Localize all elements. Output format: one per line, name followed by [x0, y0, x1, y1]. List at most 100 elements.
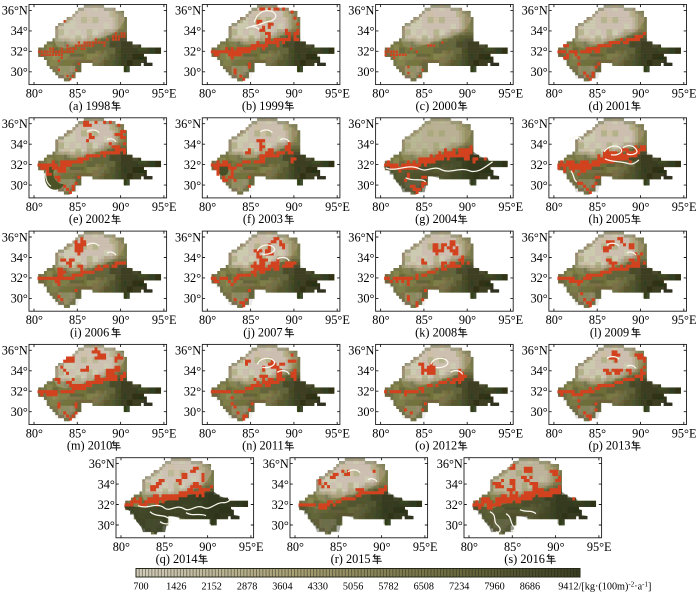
svg-text:(e) 2002: (e) 2002	[69, 212, 110, 226]
svg-text:80°: 80°	[26, 313, 43, 327]
svg-text:36°N: 36°N	[522, 230, 548, 244]
svg-text:30°: 30°	[184, 178, 201, 192]
svg-text:95°E: 95°E	[325, 427, 350, 441]
svg-text:80°: 80°	[199, 87, 216, 101]
svg-text:32°: 32°	[357, 45, 374, 59]
svg-text:32°: 32°	[11, 271, 28, 285]
svg-text:34°: 34°	[272, 477, 289, 491]
svg-text:32°: 32°	[357, 158, 374, 172]
svg-text:90°: 90°	[547, 540, 564, 554]
svg-text:30°: 30°	[11, 178, 28, 192]
svg-text:30°: 30°	[357, 292, 374, 306]
svg-text:32°: 32°	[184, 271, 201, 285]
svg-text:36°N: 36°N	[348, 117, 374, 131]
svg-text:32°: 32°	[530, 385, 547, 399]
svg-text:36°N: 36°N	[175, 117, 201, 131]
svg-text:95°E: 95°E	[325, 313, 350, 327]
svg-text:30°: 30°	[184, 292, 201, 306]
svg-text:90°: 90°	[632, 87, 649, 101]
svg-text:4330: 4330	[308, 582, 328, 593]
svg-text:36°N: 36°N	[175, 4, 201, 18]
svg-text:(q) 2014: (q) 2014	[156, 552, 198, 566]
svg-text:(a) 1998: (a) 1998	[69, 99, 110, 113]
svg-text:34°: 34°	[184, 138, 201, 152]
svg-text:34°: 34°	[184, 364, 201, 378]
svg-text:95°E: 95°E	[672, 200, 697, 214]
svg-text:85°: 85°	[69, 87, 86, 101]
svg-text:6508: 6508	[414, 582, 434, 593]
svg-text:34°: 34°	[357, 24, 374, 38]
svg-text:7234: 7234	[449, 582, 469, 593]
svg-text:36°N: 36°N	[175, 230, 201, 244]
svg-text:95°E: 95°E	[239, 540, 264, 554]
svg-text:(p) 2013: (p) 2013	[588, 439, 630, 453]
svg-text:34°: 34°	[357, 138, 374, 152]
svg-text:95°E: 95°E	[413, 540, 438, 554]
svg-text:(i) 2006: (i) 2006	[70, 325, 109, 339]
svg-text:(l) 2009: (l) 2009	[590, 325, 629, 339]
svg-text:32°: 32°	[530, 158, 547, 172]
svg-text:36°N: 36°N	[522, 117, 548, 131]
svg-text:30°: 30°	[98, 518, 115, 532]
svg-text:7960: 7960	[484, 582, 504, 593]
svg-text:95°E: 95°E	[152, 427, 177, 441]
svg-text:90°: 90°	[112, 200, 129, 214]
svg-text:30°: 30°	[11, 65, 28, 79]
svg-text:32°: 32°	[530, 45, 547, 59]
svg-text:(d) 2001: (d) 2001	[588, 99, 630, 113]
svg-text:80°: 80°	[372, 427, 389, 441]
svg-text:85°: 85°	[416, 313, 433, 327]
svg-text:(j) 2007: (j) 2007	[243, 325, 282, 339]
svg-text:85°: 85°	[504, 540, 521, 554]
svg-text:95°E: 95°E	[152, 313, 177, 327]
svg-text:(s) 2016: (s) 2016	[504, 552, 545, 566]
svg-text:90°: 90°	[373, 540, 390, 554]
svg-text:85°: 85°	[242, 87, 259, 101]
svg-text:90°: 90°	[459, 87, 476, 101]
svg-text:36°N: 36°N	[522, 4, 548, 18]
svg-text:36°N: 36°N	[522, 344, 548, 358]
svg-text:3604: 3604	[272, 582, 292, 593]
svg-text:95°E: 95°E	[587, 540, 612, 554]
svg-text:80°: 80°	[372, 313, 389, 327]
svg-text:34°: 34°	[530, 24, 547, 38]
svg-text:30°: 30°	[446, 518, 463, 532]
svg-text:80°: 80°	[287, 540, 304, 554]
svg-text:80°: 80°	[199, 313, 216, 327]
svg-text:(c) 2000: (c) 2000	[416, 99, 457, 113]
svg-text:36°N: 36°N	[348, 4, 374, 18]
svg-text:90°: 90°	[459, 313, 476, 327]
svg-text:9412/[kg·(100m)-2·a-1]: 9412/[kg·(100m)-2·a-1]	[558, 581, 651, 593]
svg-text:95°E: 95°E	[672, 427, 697, 441]
svg-text:(o) 2012: (o) 2012	[415, 439, 457, 453]
svg-text:90°: 90°	[286, 200, 303, 214]
svg-text:80°: 80°	[372, 200, 389, 214]
svg-text:80°: 80°	[546, 313, 563, 327]
svg-text:90°: 90°	[632, 427, 649, 441]
svg-text:95°E: 95°E	[672, 313, 697, 327]
svg-text:2152: 2152	[202, 582, 222, 593]
svg-text:90°: 90°	[459, 427, 476, 441]
svg-text:(f) 2003: (f) 2003	[243, 212, 283, 226]
svg-text:90°: 90°	[632, 313, 649, 327]
svg-text:85°: 85°	[69, 200, 86, 214]
svg-text:85°: 85°	[242, 200, 259, 214]
svg-text:95°E: 95°E	[498, 87, 523, 101]
svg-text:85°: 85°	[416, 87, 433, 101]
svg-text:8686: 8686	[520, 582, 540, 593]
svg-text:30°: 30°	[530, 292, 547, 306]
svg-text:95°E: 95°E	[498, 427, 523, 441]
svg-text:(n) 2011: (n) 2011	[242, 439, 284, 453]
svg-text:90°: 90°	[632, 200, 649, 214]
svg-text:85°: 85°	[69, 427, 86, 441]
svg-text:34°: 34°	[530, 138, 547, 152]
svg-text:32°: 32°	[357, 385, 374, 399]
svg-text:90°: 90°	[286, 313, 303, 327]
svg-text:1426: 1426	[166, 582, 186, 593]
svg-text:30°: 30°	[530, 65, 547, 79]
svg-text:30°: 30°	[11, 292, 28, 306]
svg-text:36°N: 36°N	[263, 457, 289, 471]
svg-text:(b) 1999: (b) 1999	[242, 99, 284, 113]
svg-text:80°: 80°	[546, 200, 563, 214]
svg-text:80°: 80°	[26, 427, 43, 441]
